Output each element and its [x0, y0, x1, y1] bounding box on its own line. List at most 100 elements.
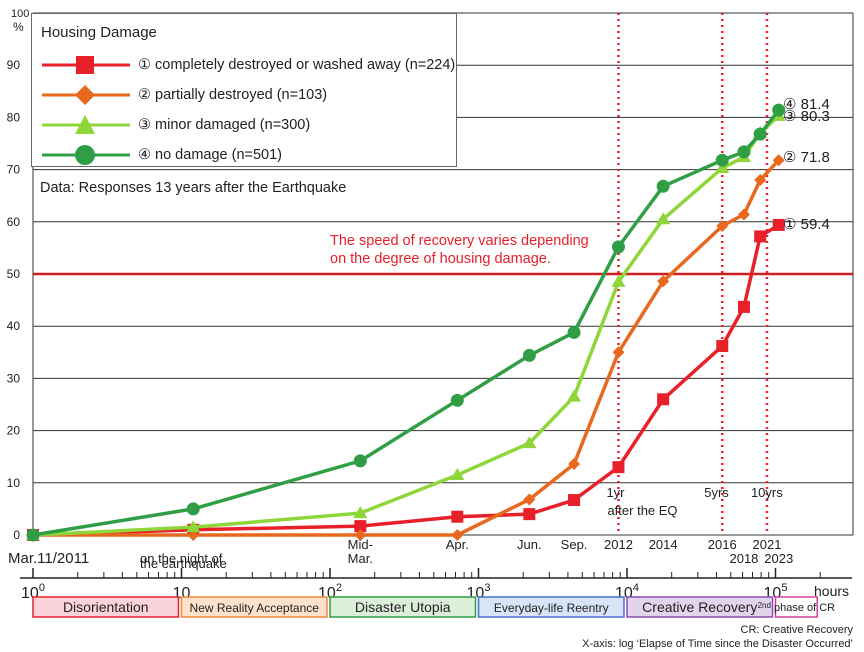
series-line-s2	[33, 159, 780, 537]
legend-swatch-s3	[42, 115, 130, 134]
y-top-tick-label: 100	[11, 8, 29, 20]
phase-label: Disaster Utopia	[355, 599, 451, 615]
data-point-s3	[186, 520, 201, 533]
legend-item-s4: ④ no damage (n=501)	[40, 144, 450, 166]
data-point-s1	[737, 300, 750, 313]
y-tick-label: 10	[7, 476, 21, 490]
series-line-s4	[32, 109, 781, 537]
time-label: Mar.11/2011	[8, 550, 89, 567]
phase-band	[774, 596, 818, 618]
y-tick-label: 0	[13, 528, 20, 542]
data-point-s2	[451, 529, 464, 541]
legend-swatch-s4	[42, 145, 130, 165]
data-point-s4	[353, 454, 367, 468]
data-point-s1	[754, 230, 767, 243]
y-tick-label: 80	[7, 110, 21, 124]
time-label: 2014	[649, 537, 678, 552]
end-label-s2: ② 71.8	[783, 149, 830, 166]
annotation-line-1: The speed of recovery varies depending	[330, 233, 589, 249]
time-label: Jun.	[517, 537, 542, 552]
data-point-s2	[716, 219, 729, 232]
end-label-s3: ③ 80.3	[783, 108, 830, 125]
legend-item-s1: ① completely destroyed or washed away (n…	[40, 54, 455, 76]
y-tick-label: 50	[7, 267, 21, 281]
time-label: 2021	[753, 537, 782, 552]
time-label: Mid-	[348, 537, 373, 552]
phase-label: New Reality Acceptance	[190, 601, 320, 615]
annotation-line-2: on the degree of housing damage.	[330, 251, 551, 267]
phase-label: 2nd phase of CR	[758, 601, 836, 614]
data-point-s1	[354, 520, 367, 533]
data-point-s4	[753, 127, 767, 141]
footnote-cr: CR: Creative Recovery	[741, 624, 854, 636]
legend-title: Housing Damage	[41, 24, 157, 41]
marker-label-5yrs: 5yrs	[704, 485, 729, 500]
phase-band	[477, 596, 625, 618]
time-label: Sep.	[561, 537, 588, 552]
time-label: 2012	[604, 537, 633, 552]
y-tick-label: 90	[7, 58, 21, 72]
legend-label-s2: ② partially destroyed (n=103)	[138, 87, 328, 103]
phase-label: Everyday-life Reentry	[494, 601, 609, 615]
marker-label-after-eq: after the EQ	[607, 503, 677, 518]
time-label: 2016	[708, 537, 737, 552]
phase-band	[626, 596, 774, 618]
legend-item-s3: ③ minor damaged (n=300)	[40, 114, 450, 136]
data-point-s3	[656, 212, 671, 225]
data-point-s1	[612, 461, 625, 474]
legend-item-s2: ② partially destroyed (n=103)	[40, 84, 450, 106]
data-point-s2	[568, 458, 581, 471]
data-point-s1	[451, 510, 464, 523]
marker-label-1yr: 1yr	[606, 485, 625, 500]
data-point-s2	[772, 154, 785, 167]
end-label-s4: ④ 81.4	[783, 96, 830, 113]
legend: Housing Damage ① completely destroyed or…	[31, 13, 457, 167]
marker-label-10yrs: 10yrs	[751, 485, 783, 500]
time-label: Mar.	[348, 551, 373, 566]
legend-swatch-s1	[42, 56, 130, 74]
y-axis-unit: %	[13, 20, 24, 34]
data-point-s3	[450, 467, 465, 480]
data-point-s1	[523, 508, 536, 521]
data-point-s3	[567, 389, 582, 402]
phase-band	[32, 596, 180, 618]
data-point-s2	[612, 346, 625, 359]
phase-band	[180, 596, 328, 618]
data-point-s1	[772, 218, 785, 231]
legend-label-s4: ④ no damage (n=501)	[138, 147, 282, 163]
data-point-s4	[186, 502, 200, 516]
time-label: on the night of	[140, 551, 223, 566]
end-label-s1: ① 59.4	[783, 216, 830, 233]
time-label: 2023	[764, 551, 793, 566]
data-point-s4	[772, 103, 786, 117]
phase-band	[329, 596, 477, 618]
phase-label: Disorientation	[63, 599, 149, 615]
data-point-s2	[737, 208, 750, 221]
time-label: Apr.	[446, 537, 469, 552]
data-point-s3	[611, 274, 626, 287]
data-point-s4	[656, 179, 670, 193]
time-label: the earthquake	[140, 556, 227, 571]
data-point-s2	[754, 174, 767, 187]
data-point-s2	[657, 275, 670, 288]
y-tick-label: 60	[7, 215, 21, 229]
recovery-annotation: The speed of recovery varies depending o…	[330, 232, 589, 268]
data-point-s4	[450, 393, 464, 407]
y-tick-label: 40	[7, 319, 21, 333]
data-point-s4	[737, 145, 751, 159]
data-point-s3	[715, 161, 730, 174]
data-point-s2	[354, 529, 367, 541]
data-point-s3	[522, 436, 537, 449]
data-point-s4	[522, 348, 536, 362]
y-tick-label: 20	[7, 424, 21, 438]
data-point-s4	[611, 240, 625, 254]
time-label: 2018	[729, 551, 758, 566]
data-point-s4	[26, 528, 40, 542]
data-point-s2	[523, 493, 536, 506]
data-point-s4	[567, 325, 581, 339]
x-axis-unit-label: hours	[814, 583, 849, 599]
footnote-x-axis: X-axis: log ‘Elapse of Time since the Di…	[582, 638, 853, 650]
legend-label-s1: ① completely destroyed or washed away (n…	[138, 57, 456, 73]
phase-label: Creative Recovery	[642, 599, 757, 615]
legend-label-s3: ③ minor damaged (n=300)	[138, 117, 311, 133]
